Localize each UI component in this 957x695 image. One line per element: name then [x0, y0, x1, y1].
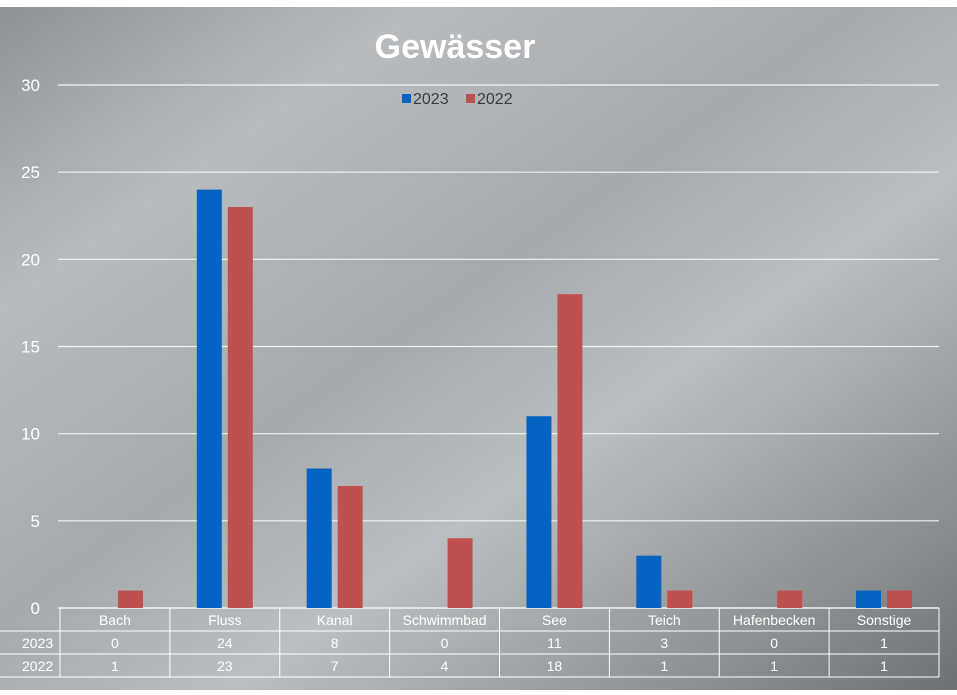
- bar-2022-kanal: [337, 485, 363, 608]
- legend-swatch-2023: [402, 94, 411, 103]
- x-tick-label-schwimmbad: Schwimmbad: [403, 612, 487, 628]
- y-tick-label-5: 5: [31, 512, 40, 531]
- data-label-2022-bach: 1: [111, 658, 119, 674]
- data-label-2023-schwimmbad: 0: [441, 635, 449, 651]
- bar-2022-schwimmbad: [447, 538, 473, 608]
- y-tick-label-0: 0: [31, 599, 40, 618]
- x-tick-label-sonstige: Sonstige: [857, 612, 912, 628]
- y-tick-label-25: 25: [21, 163, 40, 182]
- bar-2022-see: [557, 294, 583, 608]
- table-row-label-2022: 2022: [22, 658, 53, 674]
- x-tick-label-fluss: Fluss: [208, 612, 241, 628]
- x-tick-label-see: See: [542, 612, 567, 628]
- table-row-label-2023: 2023: [22, 635, 53, 651]
- x-tick-label-hafenbecken: Hafenbecken: [733, 612, 816, 628]
- chart-title: Gewässer: [375, 28, 536, 66]
- y-tick-label-15: 15: [21, 338, 40, 357]
- data-label-2022-see: 18: [547, 658, 563, 674]
- bar-2022-sonstige: [887, 590, 913, 608]
- legend: 2023 2022: [402, 91, 513, 108]
- data-label-2023-sonstige: 1: [880, 635, 888, 651]
- bar-2022-fluss: [227, 207, 253, 609]
- bar-2023-teich: [636, 555, 662, 608]
- x-tick-label-bach: Bach: [99, 612, 131, 628]
- x-tick-label-teich: Teich: [648, 612, 681, 628]
- bar-2023-see: [526, 416, 552, 608]
- data-label-2022-kanal: 7: [331, 658, 339, 674]
- y-tick-label-10: 10: [21, 425, 40, 444]
- top-strip: [0, 0, 957, 7]
- data-label-2022-teich: 1: [660, 658, 668, 674]
- legend-swatch-2022: [466, 94, 475, 103]
- data-label-2022-sonstige: 1: [880, 658, 888, 674]
- data-label-2022-hafenbecken: 1: [770, 658, 778, 674]
- data-table: Bach Fluss Kanal Schwimmbad See Teich Hafenbec…: [0, 608, 940, 678]
- bars: [117, 189, 913, 609]
- data-label-2022-fluss: 23: [217, 658, 233, 674]
- data-label-2023-teich: 3: [660, 635, 668, 651]
- data-label-2023-kanal: 8: [331, 635, 339, 651]
- bar-2023-fluss: [196, 189, 222, 608]
- data-label-2023-fluss: 24: [217, 635, 233, 651]
- data-label-2023-see: 11: [547, 635, 562, 651]
- legend-label-2023: 2023: [413, 91, 449, 108]
- bar-2022-teich: [667, 590, 693, 608]
- bar-2023-sonstige: [856, 590, 882, 608]
- chart-background: [0, 7, 957, 690]
- x-tick-label-kanal: Kanal: [317, 612, 353, 628]
- y-axis: 0 5 10 15 20 25 30: [21, 76, 40, 618]
- bar-2022-hafenbecken: [777, 590, 803, 608]
- data-label-2023-hafenbecken: 0: [770, 635, 778, 651]
- y-tick-label-20: 20: [21, 250, 40, 269]
- legend-label-2022: 2022: [477, 91, 513, 108]
- y-tick-label-30: 30: [21, 76, 40, 95]
- data-label-2023-bach: 0: [111, 635, 119, 651]
- bar-2023-kanal: [306, 468, 332, 608]
- data-label-2022-schwimmbad: 4: [441, 658, 449, 674]
- bar-2022-bach: [117, 590, 143, 608]
